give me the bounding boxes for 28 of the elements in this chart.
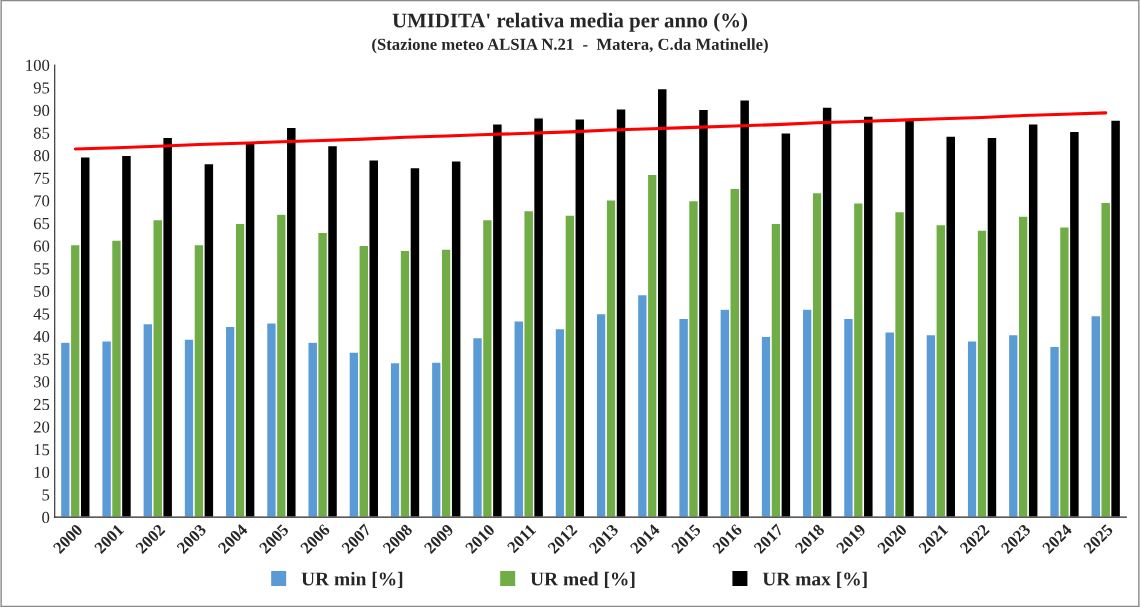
line-series <box>73 111 1108 151</box>
legend-label: UR max [%] <box>762 571 867 588</box>
y-tick-label: 35 <box>33 353 50 365</box>
y-tick-label: 75 <box>34 172 50 184</box>
y-tick-label: 80 <box>33 150 50 162</box>
y-tick-label: 10 <box>34 466 50 478</box>
chart-title: UMIDITA' relativa media per anno (%) <box>392 12 748 32</box>
y-tick-label: 55 <box>34 263 50 275</box>
x-tick-label: 2011 <box>506 523 537 554</box>
y-tick-label: 85 <box>33 127 50 139</box>
y-tick-label: 20 <box>33 421 50 433</box>
y-tick-label: 70 <box>34 195 50 207</box>
y-tick-label: 95 <box>33 82 50 94</box>
y-tick-label: 40 <box>33 330 50 343</box>
y-tick-label: 65 <box>33 217 50 230</box>
y-tick-label: 90 <box>33 104 50 117</box>
y-tick-label: 25 <box>33 398 50 411</box>
y-tick-label: 5 <box>42 489 50 501</box>
y-tick-label: 100 <box>26 59 50 71</box>
y-tick-label: 50 <box>34 285 50 297</box>
y-tick-label: 0 <box>42 511 50 524</box>
legend-label: UR min [%] <box>301 571 403 588</box>
y-tick-label: 45 <box>33 308 50 320</box>
y-tick-label: 15 <box>34 444 50 456</box>
chart-subtitle: (Stazione meteo ALSIA N.21 - Matera, C.da Matinelle) <box>372 38 768 54</box>
y-tick-label: 60 <box>33 240 50 252</box>
legend-label: UR med [%] <box>530 571 635 588</box>
y-tick-label: 30 <box>33 376 50 388</box>
